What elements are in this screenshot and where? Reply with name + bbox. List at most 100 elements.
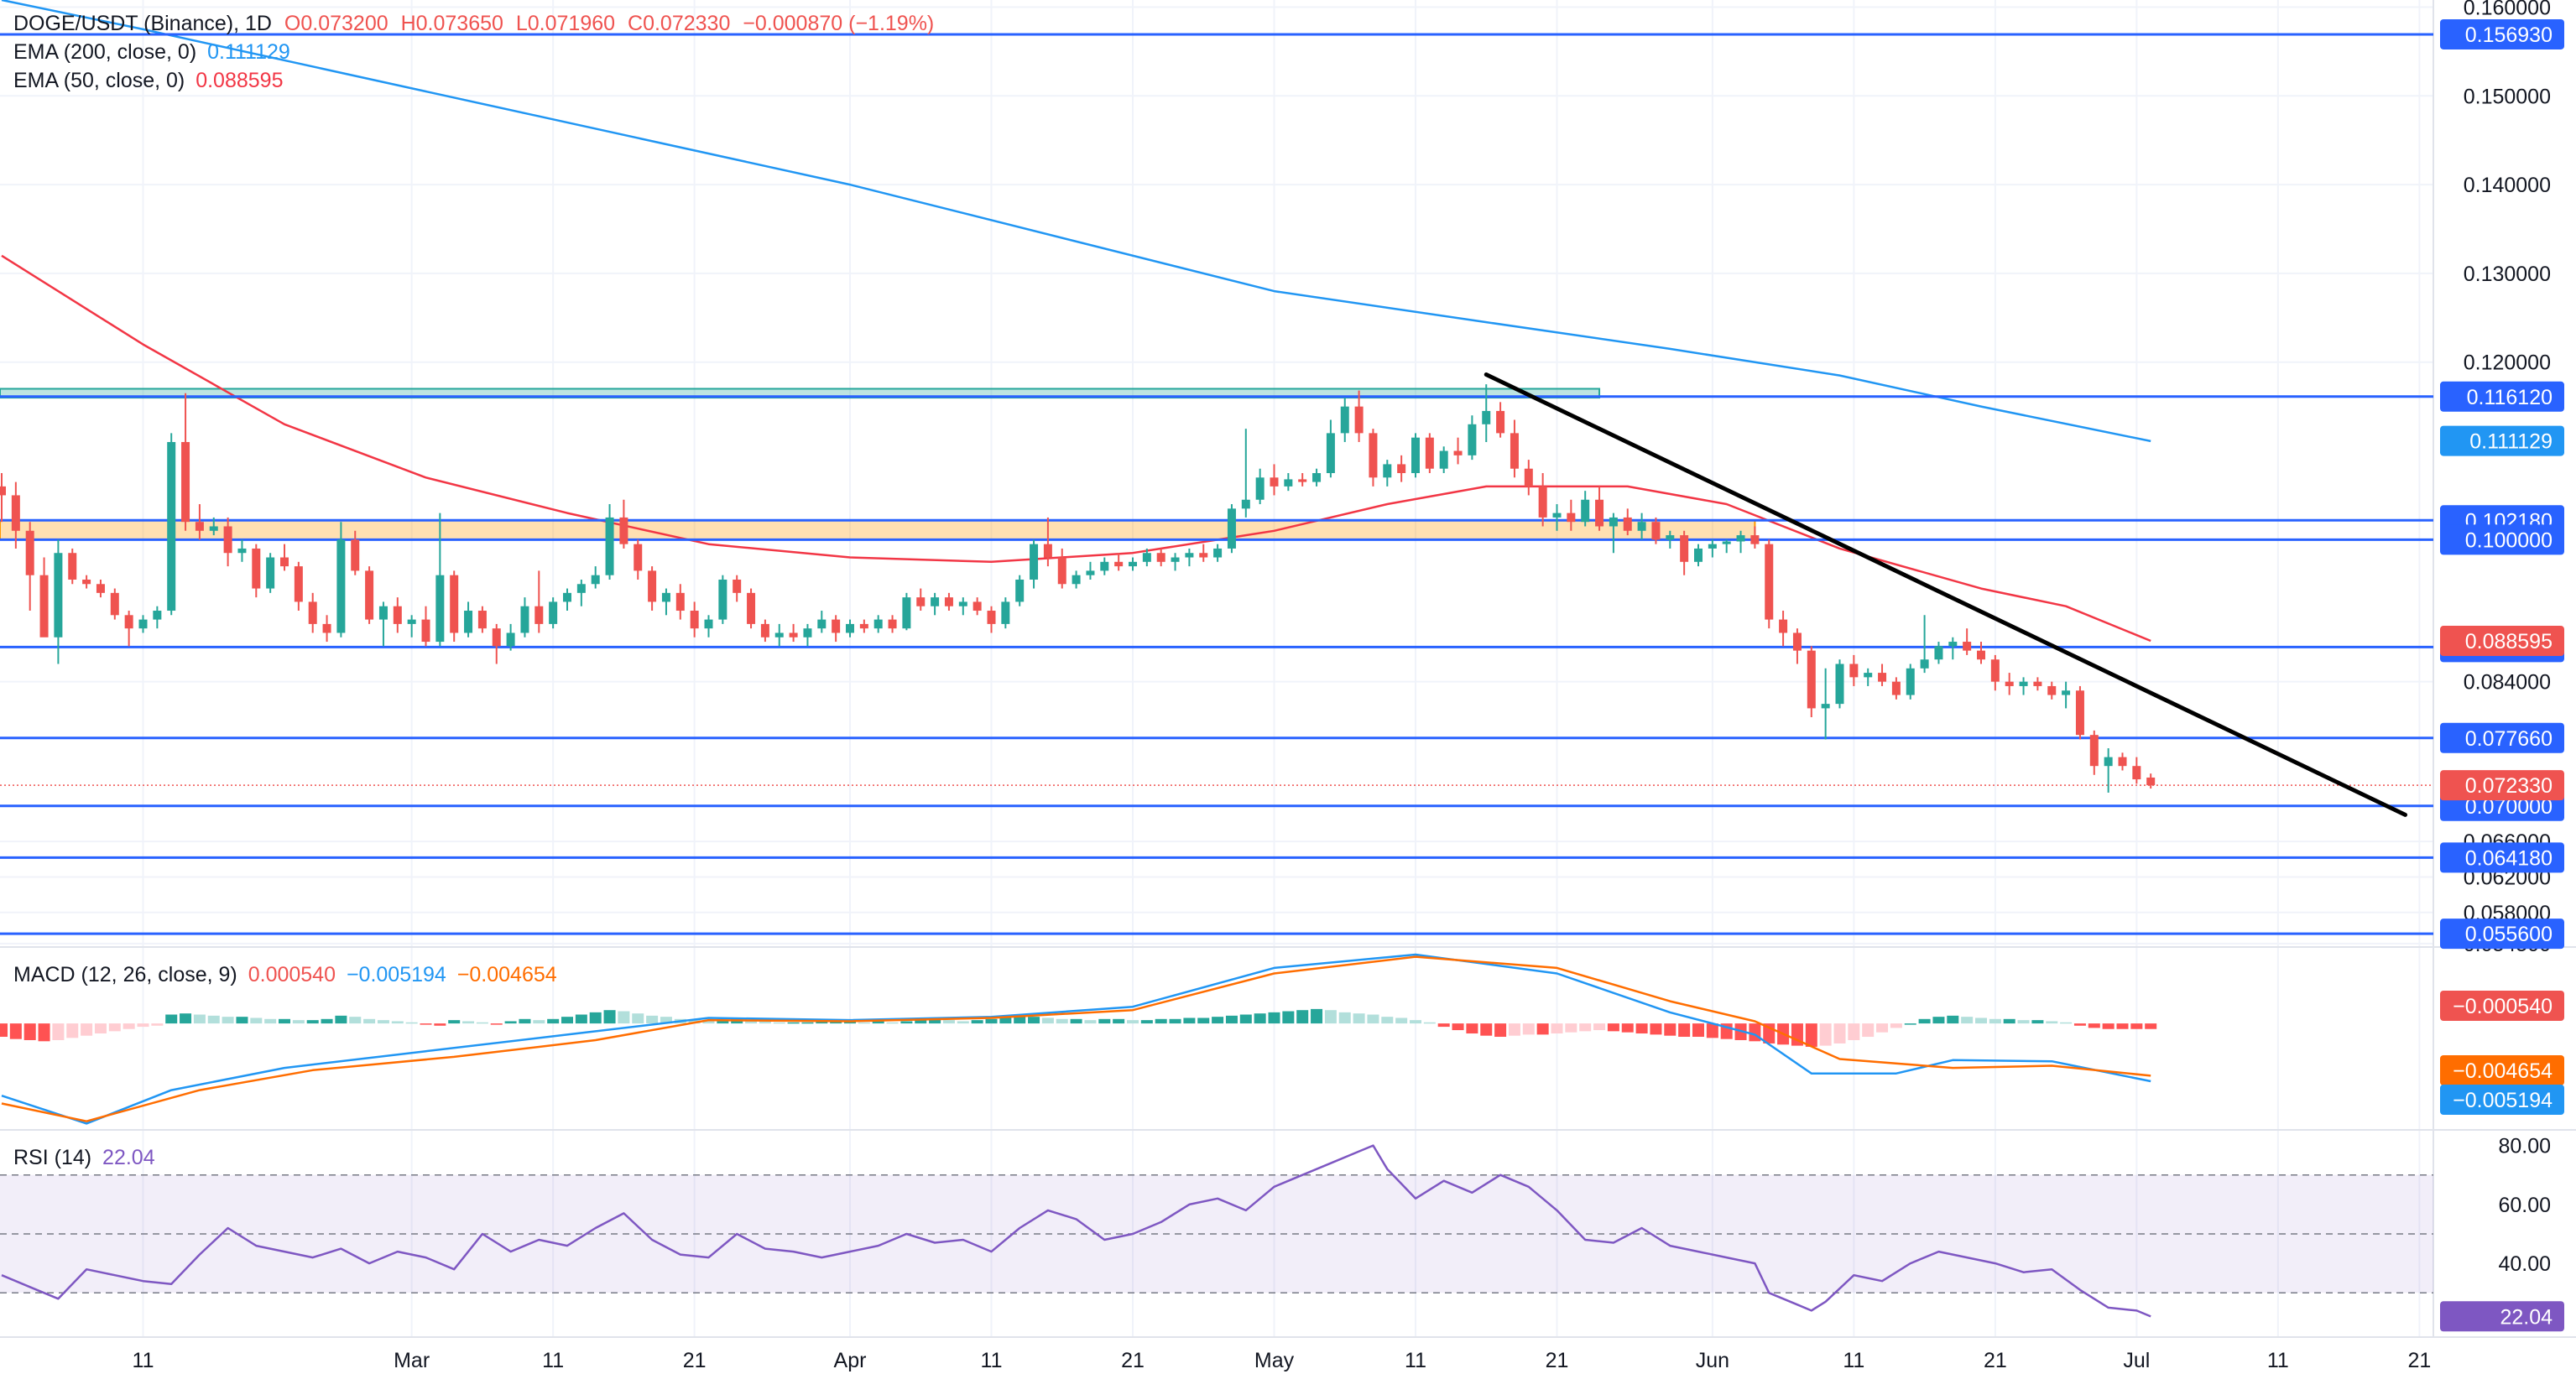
candle-body [195,522,204,531]
macd-histogram-bar [504,1021,517,1024]
macd-histogram-bar [1437,1023,1450,1028]
macd-histogram-bar [1494,1023,1507,1038]
price-tick-label: 0.130000 [2464,263,2551,286]
candle-body [1255,477,1265,500]
candle-body [2075,690,2084,736]
candle-body [351,539,360,571]
macd-histogram-bar [2073,1023,2086,1026]
time-tick-label: 11 [133,1349,154,1372]
candle-body [2033,681,2042,686]
candle-body [1354,406,1364,434]
macd-histogram-bar [1678,1023,1691,1038]
macd-axis-label-box [2440,1055,2564,1085]
rsi-line [1,1144,2151,1318]
macd-histogram-bar [1522,1023,1535,1035]
macd-histogram-bar [547,1018,560,1024]
ema200-legend[interactable]: EMA (200, close, 0) 0.111129 [13,40,295,65]
candle-body [576,584,586,593]
candle-body [1482,410,1491,424]
macd-histogram-bar [1890,1023,1902,1028]
candle-body [153,611,162,620]
candle-body [336,539,346,633]
macd-histogram-bar [1140,1020,1153,1024]
candle-body [2005,681,2014,686]
rsi-tick-label: 80.00 [2498,1135,2551,1158]
time-tick-label: 11 [2267,1349,2289,1372]
macd-histogram-bar [1862,1023,1875,1038]
candle-body [2118,757,2127,767]
macd-histogram-bar [1593,1023,1606,1031]
macd-histogram-bar [801,1022,814,1024]
candle-body [378,606,388,620]
macd-histogram-bar [1904,1023,1916,1025]
macd-histogram-bar [2046,1021,2058,1024]
macd-histogram-bar [180,1013,192,1024]
macd-histogram-bar [561,1017,573,1024]
candle-body [2047,685,2057,695]
rsi-tick-label: 60.00 [2498,1194,2551,1217]
candle-body [1227,508,1236,549]
macd-histogram-bar [66,1023,79,1038]
macd-histogram-bar [1423,1022,1436,1024]
indicator-price-label-box [2440,626,2564,657]
ema200-value: 0.111129 [207,40,290,64]
time-tick-label: Mar [394,1349,430,1372]
candle-body [944,597,953,606]
candle-body [1086,570,1095,575]
macd-histogram-bar [52,1023,65,1040]
macd-histogram-bar [2102,1023,2115,1029]
candle-body [1072,575,1081,585]
candle-body [1213,548,1223,558]
macd-histogram-bar [434,1023,446,1026]
candle-body [1270,477,1279,487]
macd-legend[interactable]: MACD (12, 26, close, 9) 0.000540 −0.0051… [13,963,562,987]
macd-histogram-bar [872,1021,884,1024]
macd-histogram-bar [858,1022,870,1024]
macd-histogram-bar [335,1015,347,1024]
macd-histogram-bar [1791,1023,1803,1046]
candle-body [1779,619,1788,633]
macd-histogram-bar [632,1013,644,1024]
macd-histogram-bar [363,1018,376,1024]
candle-body [1369,433,1378,478]
candle-body [1934,646,1943,660]
candle-body [2132,766,2141,780]
price-level-label: 0.055600 [2465,923,2553,946]
macd-histogram-bar [1113,1018,1125,1024]
macd-histogram-bar [137,1023,149,1028]
price-level-label: 0.077660 [2465,727,2553,751]
candle-body [549,601,558,624]
candle-body [209,526,218,531]
macd-histogram-bar [886,1022,899,1024]
open-value: O0.073200 [284,12,388,35]
price-level-label-box [2440,18,2564,49]
macd-histogram-bar [1635,1023,1648,1034]
candle-body [2089,735,2099,767]
candle-body [1948,642,1958,647]
candle-body [534,606,544,624]
macd-histogram-bar [250,1017,263,1024]
candle-body [1595,499,1604,527]
time-tick-label: 21 [2407,1349,2431,1372]
macd-axis-label: −0.000540 [2453,995,2553,1018]
macd-histogram-bar [660,1017,672,1024]
macd-histogram-bar [1819,1023,1832,1046]
macd-histogram-bar [321,1018,333,1024]
macd-histogram-bar [1282,1011,1295,1024]
candle-body [1651,522,1661,540]
candle-body [1057,557,1066,585]
macd-histogram-bar [1664,1023,1676,1036]
macd-histogram-bar [1084,1020,1097,1024]
candle-body [1792,632,1802,651]
macd-histogram-bar [1607,1023,1619,1032]
macd-histogram-bar [533,1020,545,1024]
macd-histogram-bar [816,1021,828,1024]
macd-histogram-bar [971,1020,983,1024]
candle-body [690,611,699,629]
macd-histogram-bar [1239,1014,1252,1024]
candle-body [1383,464,1392,478]
candle-body [1609,517,1618,527]
rsi-legend[interactable]: RSI (14) 22.04 [13,1146,160,1170]
macd-histogram-bar [1014,1017,1026,1024]
ema50-legend[interactable]: EMA (50, close, 0) 0.088595 [13,69,288,93]
